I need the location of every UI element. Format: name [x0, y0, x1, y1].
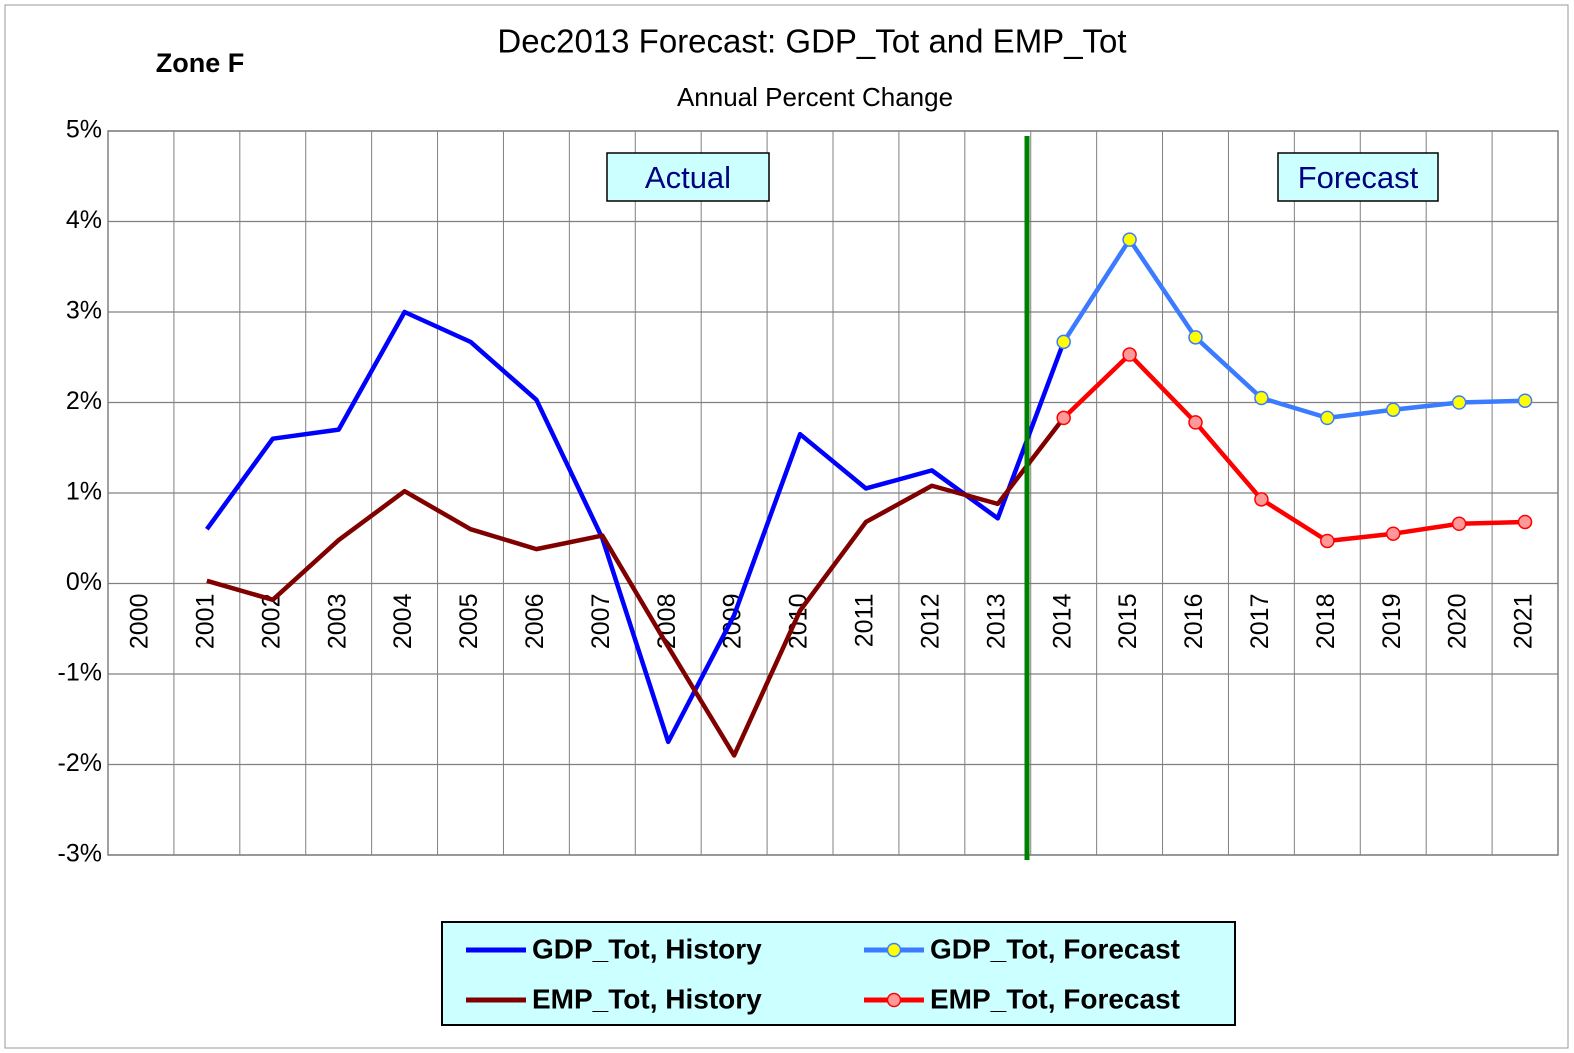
x-tick-label: 2000 — [126, 594, 154, 650]
data-point — [1056, 410, 1071, 426]
y-tick-label: -3% — [58, 840, 102, 868]
legend — [441, 921, 1236, 1026]
y-tick-label: 2% — [66, 387, 102, 415]
data-point — [1188, 330, 1203, 345]
y-tick-label: -2% — [58, 749, 102, 777]
legend-label: EMP_Tot, Forecast — [930, 983, 1180, 1014]
data-point — [1254, 492, 1269, 507]
data-point — [1451, 516, 1467, 532]
x-tick-label: 2019 — [1378, 594, 1406, 650]
x-tick-label: 2014 — [1048, 593, 1076, 649]
lines — [205, 232, 1533, 758]
x-tick-label: 2015 — [1114, 594, 1142, 650]
x-tick-label: 2008 — [653, 594, 681, 650]
data-point — [1320, 410, 1335, 426]
x-tick-label: 2002 — [257, 594, 285, 650]
y-tick-label: -1% — [58, 659, 102, 687]
grid: -3% -2% -1% 0% 1% 2% 3% 4% 5% 2000 2001 2002 2003 200… — [58, 116, 1559, 868]
series-line — [206, 416, 1066, 758]
y-tick-label: 3% — [66, 297, 102, 325]
x-tick-label: 2017 — [1246, 594, 1274, 650]
x-tick-label: 2003 — [323, 594, 351, 650]
x-tick-label: 2020 — [1444, 594, 1472, 650]
legend-marker — [886, 942, 902, 958]
legend-label: EMP_Tot, History — [532, 983, 762, 1014]
legend-marker — [886, 992, 902, 1008]
data-point — [1385, 526, 1401, 541]
data-point — [1451, 395, 1467, 410]
data-point — [1122, 232, 1137, 247]
annotation-box — [1277, 152, 1439, 202]
annotation-box — [606, 152, 770, 202]
x-tick-label: 2005 — [455, 594, 483, 650]
legend-label: GDP_Tot, History — [532, 933, 762, 964]
data-point — [1188, 415, 1203, 430]
chart-subtitle: Annual Percent Change — [677, 82, 953, 112]
series-line — [1062, 352, 1526, 544]
y-tick-label: 0% — [66, 568, 102, 596]
x-tick-label: 2011 — [851, 594, 879, 648]
y-tick-label: 1% — [66, 478, 102, 506]
zone-label: Zone F — [156, 48, 245, 78]
x-tick-label: 2012 — [916, 594, 944, 650]
y-tick-label: 4% — [66, 206, 102, 234]
x-tick-label: 2004 — [389, 593, 417, 649]
data-point — [1517, 393, 1533, 408]
x-tick-label: 2018 — [1312, 594, 1340, 650]
x-tick-label: 2001 — [191, 594, 219, 650]
x-tick-label: 2013 — [982, 594, 1010, 650]
data-point — [1254, 390, 1269, 406]
y-tick-label: 5% — [66, 116, 102, 144]
data-point — [1517, 514, 1533, 530]
data-point — [1385, 402, 1401, 417]
x-tick-label: 2007 — [587, 594, 615, 650]
chart-title: Dec2013 Forecast: GDP_Tot and EMP_Tot — [497, 23, 1126, 60]
data-point — [1056, 334, 1071, 350]
forecast-label: Forecast — [1298, 160, 1419, 195]
series-line — [1061, 237, 1526, 421]
data-point — [1320, 533, 1335, 549]
x-tick-label: 2006 — [521, 594, 549, 650]
series-line — [205, 309, 1066, 745]
legend-items: GDP_Tot, History GDP_Tot, Forecast EMP_Tot… — [466, 933, 1180, 1014]
actual-label: Actual — [645, 160, 731, 195]
legend-label: GDP_Tot, Forecast — [930, 933, 1180, 964]
x-tick-label: 2021 — [1510, 594, 1538, 650]
data-point — [1122, 347, 1137, 362]
x-tick-label: 2016 — [1180, 594, 1208, 650]
